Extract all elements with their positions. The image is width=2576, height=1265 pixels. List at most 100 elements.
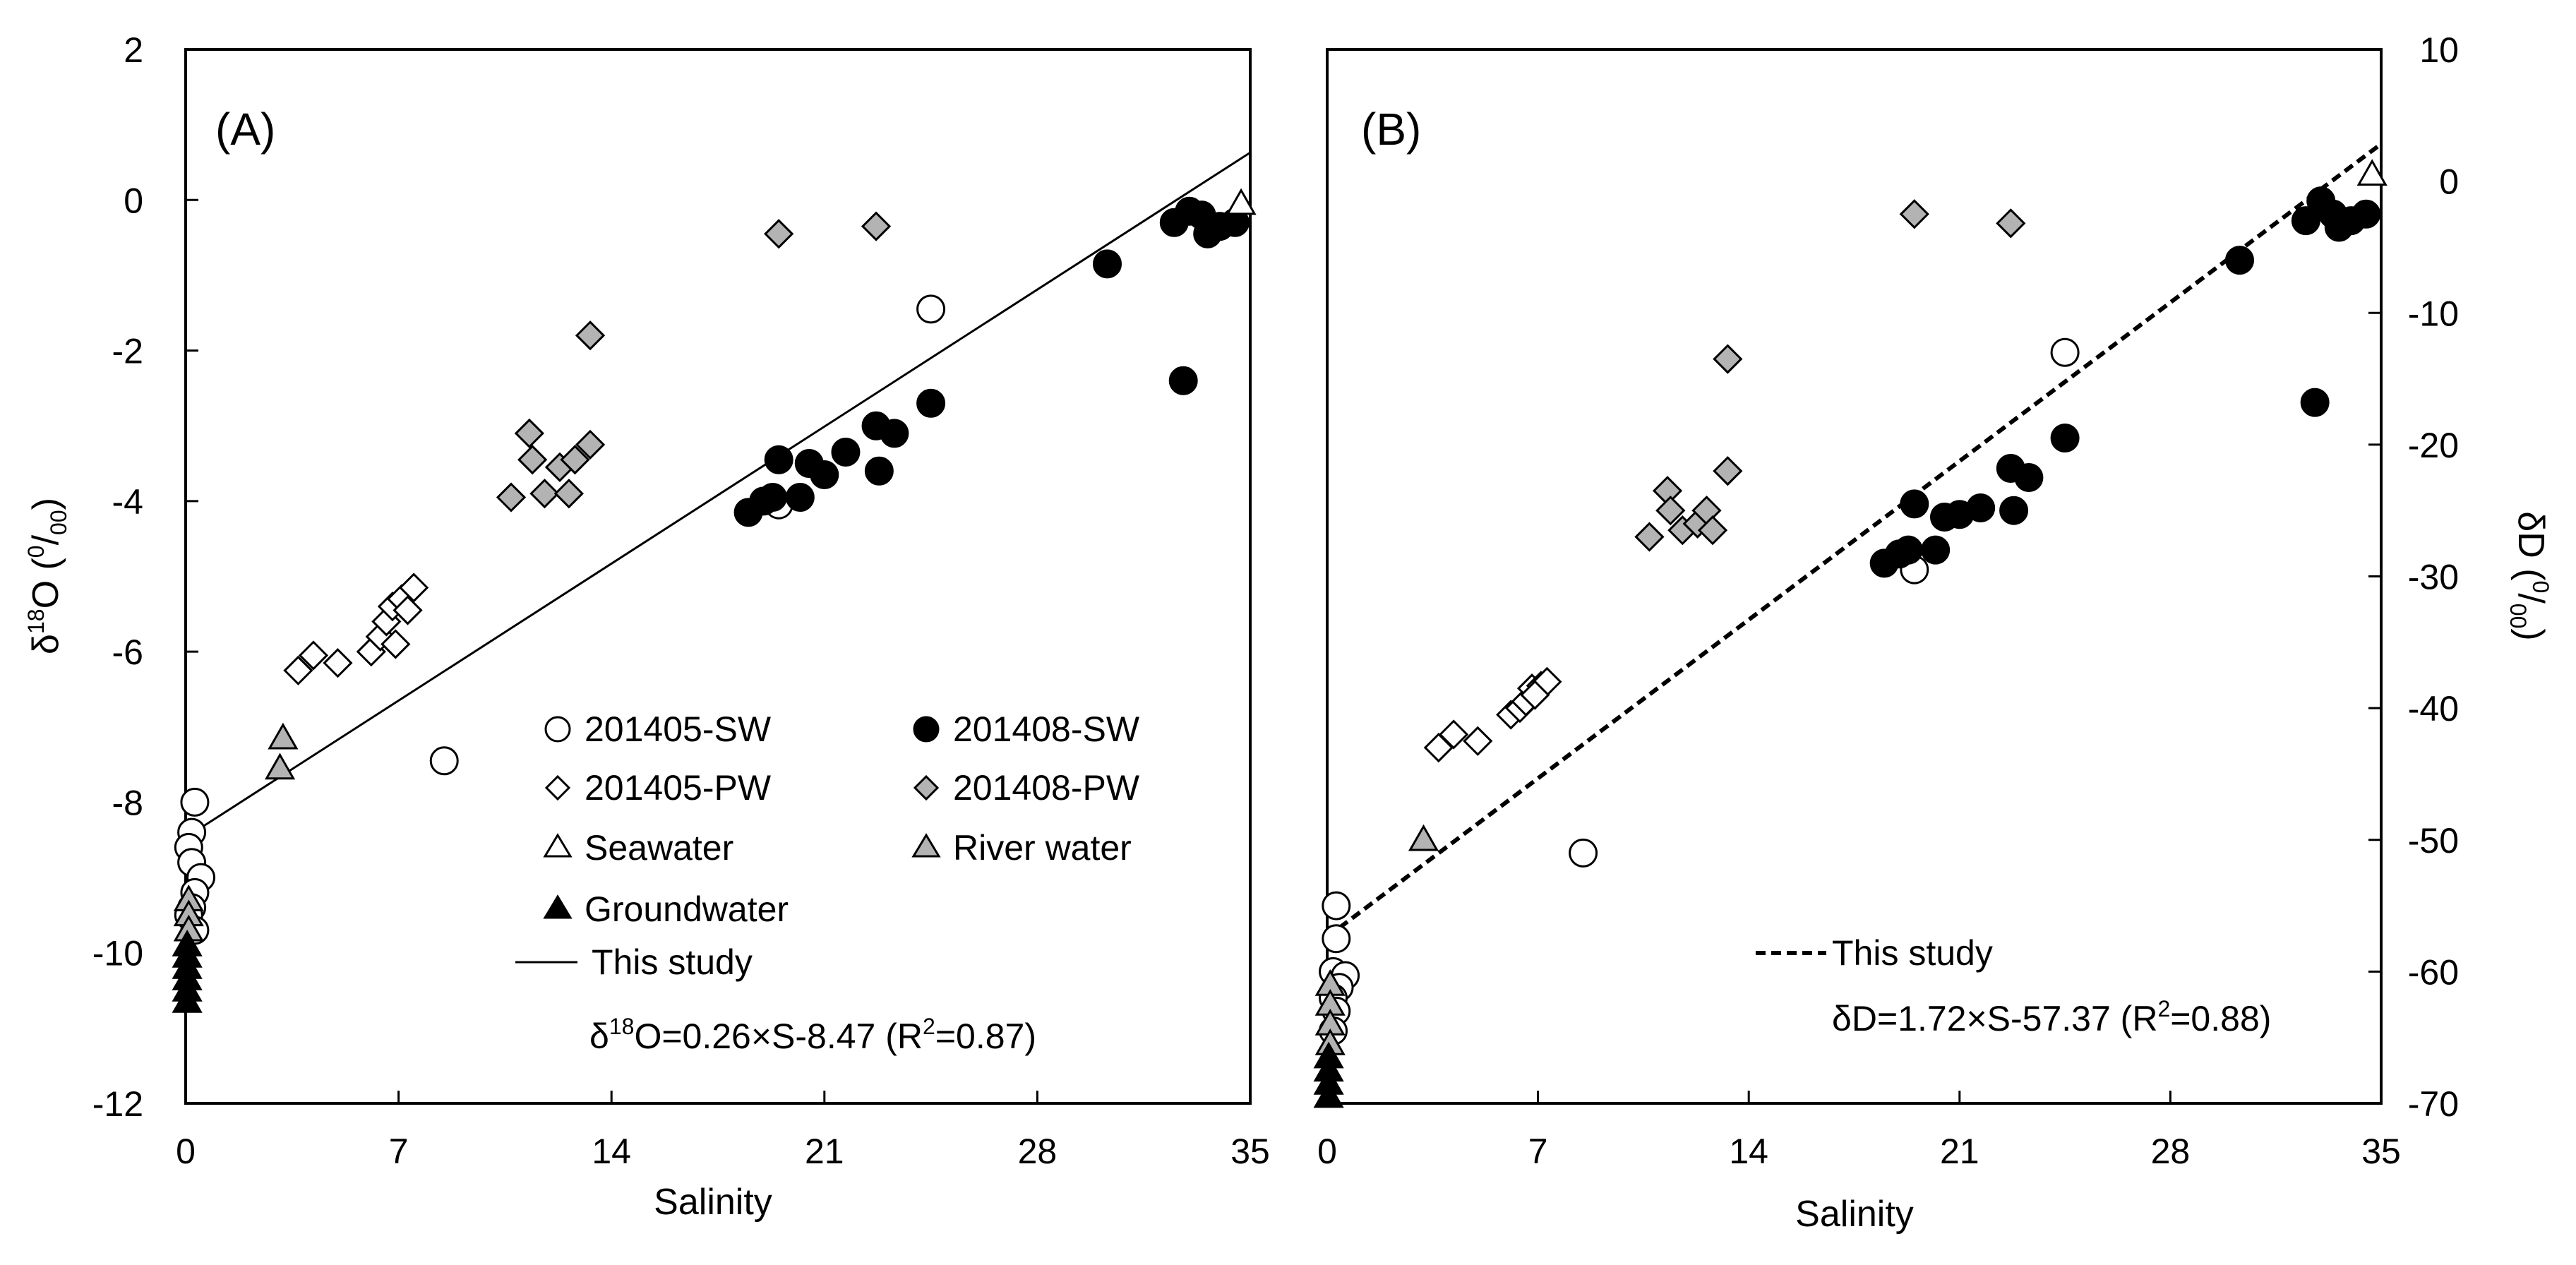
y-tick-label: -4 [112,482,143,522]
legend-label: This study [592,942,753,982]
panel-a-plot-frame [184,48,1252,1105]
point-groundwater [1313,1081,1344,1108]
panel-b-legend: This study [1756,933,1993,973]
legend-marker-circle-filled [913,716,940,743]
legend-label: 201405-SW [585,709,772,749]
point-201405-pw [381,629,411,659]
legend-marker-triangle-filled [543,894,573,919]
point-201408-sw [1921,535,1951,565]
point-201405-pw [1520,680,1550,710]
panel-b-equation: δD=1.72×S-57.37 (R2=0.88) [1832,996,2271,1038]
point-river-water [1408,824,1439,851]
x-tick-label: 0 [1317,1132,1337,1171]
legend-label: 201408-SW [953,709,1140,749]
y-tick-label: -50 [2408,821,2459,861]
legend-marker-diamond-gray [913,774,940,801]
y-tick-label: -10 [2408,294,2459,333]
point-201408-pw [1899,199,1929,229]
y-tick-label: -70 [2408,1084,2459,1124]
point-201408-sw [2352,199,2381,229]
point-seawater [1226,188,1257,215]
point-201405-pw [399,572,429,603]
legend-item-201408-pw: 201408-PW [913,768,1140,808]
point-201408-pw [560,445,590,475]
y-tick-label: -6 [112,632,143,672]
point-201408-sw [1168,366,1198,395]
legend-marker-diamond-open [544,774,571,801]
legend-label: River water [953,828,1132,868]
y-tick-label: -10 [92,934,143,973]
y-tick-label: 2 [124,30,143,70]
panel-a-points [172,188,1257,1013]
point-201405-pw [1463,726,1493,756]
point-201408-sw [831,438,861,467]
x-tick-label: 7 [389,1132,409,1171]
y-tick-label: -40 [2408,689,2459,729]
panel-b-points [1313,159,2388,1108]
point-201408-pw [553,479,585,509]
point-201408-pw [517,445,548,475]
point-201405-sw [180,787,210,817]
point-201408-sw [1966,493,1996,522]
point-201408-pw [1697,515,1728,546]
point-201408-sw [1999,496,2029,525]
panel-a-fit-line [185,151,1251,839]
point-201408-pw [514,418,544,449]
point-201405-sw [916,294,946,324]
panel-b-fit-line [1326,142,2383,939]
point-201408-sw [764,445,793,474]
x-tick-label: 35 [2361,1132,2401,1171]
x-tick-label: 14 [592,1132,631,1171]
point-201408-sw [1900,489,1929,519]
point-201408-pw [496,482,527,512]
legend-marker-triangle-gray [911,833,941,858]
point-201408-sw [864,456,894,486]
legend-label: Seawater [585,828,733,868]
x-tick-label: 35 [1230,1132,1270,1171]
point-201405-pw [298,640,329,671]
panel-a-legend: 201405-SW 201408-SW 201405-PW 201408-PW … [515,709,1140,982]
panel-a-y-axis-label: δ18O (0/00) [23,498,71,654]
point-201408-sw [758,483,788,512]
panel-b-ticks: 0 7 14 21 28 35 10 0 -10 -20 -30 -40 -50 -60 -70 [1317,30,2459,1171]
point-201408-sw [2300,388,2330,417]
legend-item-201408-sw: 201408-SW [913,709,1140,749]
point-seawater [2356,159,2388,186]
point-201408-pw [861,211,892,241]
y-tick-label: 0 [124,181,143,220]
point-201408-pw [1634,522,1665,552]
point-groundwater [172,986,203,1013]
point-201405-pw [393,595,423,625]
panel-b-label: (B) [1361,104,1421,155]
point-201405-sw [429,746,459,776]
point-201405-pw [1439,719,1469,750]
panel-a-x-axis-label: Salinity [654,1182,772,1223]
legend-label: Groundwater [585,889,789,929]
y-tick-label: -60 [2408,952,2459,992]
legend-label: This study [1832,933,1993,973]
legend-label: 201408-PW [953,768,1140,808]
legend-label: 201405-PW [585,768,772,808]
point-201408-sw [785,483,815,512]
point-201408-sw [880,419,909,448]
point-201405-sw [1322,891,1351,921]
point-201405-sw [1569,838,1598,868]
x-tick-label: 0 [176,1132,196,1171]
point-201408-sw [2014,463,2044,493]
panel-a-label: (A) [215,104,275,155]
point-201408-sw [2291,206,2320,236]
y-tick-label: -2 [112,332,143,371]
panel-a-ticks: 0 7 14 21 28 35 2 0 -2 -4 -6 -8 -10 -12 [92,30,1270,1171]
point-201408-pw [764,219,794,249]
point-201408-sw [1893,535,1923,565]
point-201408-pw [529,479,560,509]
point-river-water [264,753,296,780]
point-201405-pw [323,648,353,678]
panel-b-y-axis-label: δD (0/00) [2505,511,2553,640]
point-river-water [268,722,299,750]
x-tick-label: 28 [1018,1132,1058,1171]
point-201408-sw [2225,246,2255,275]
legend-item-fit: This study [515,942,753,982]
